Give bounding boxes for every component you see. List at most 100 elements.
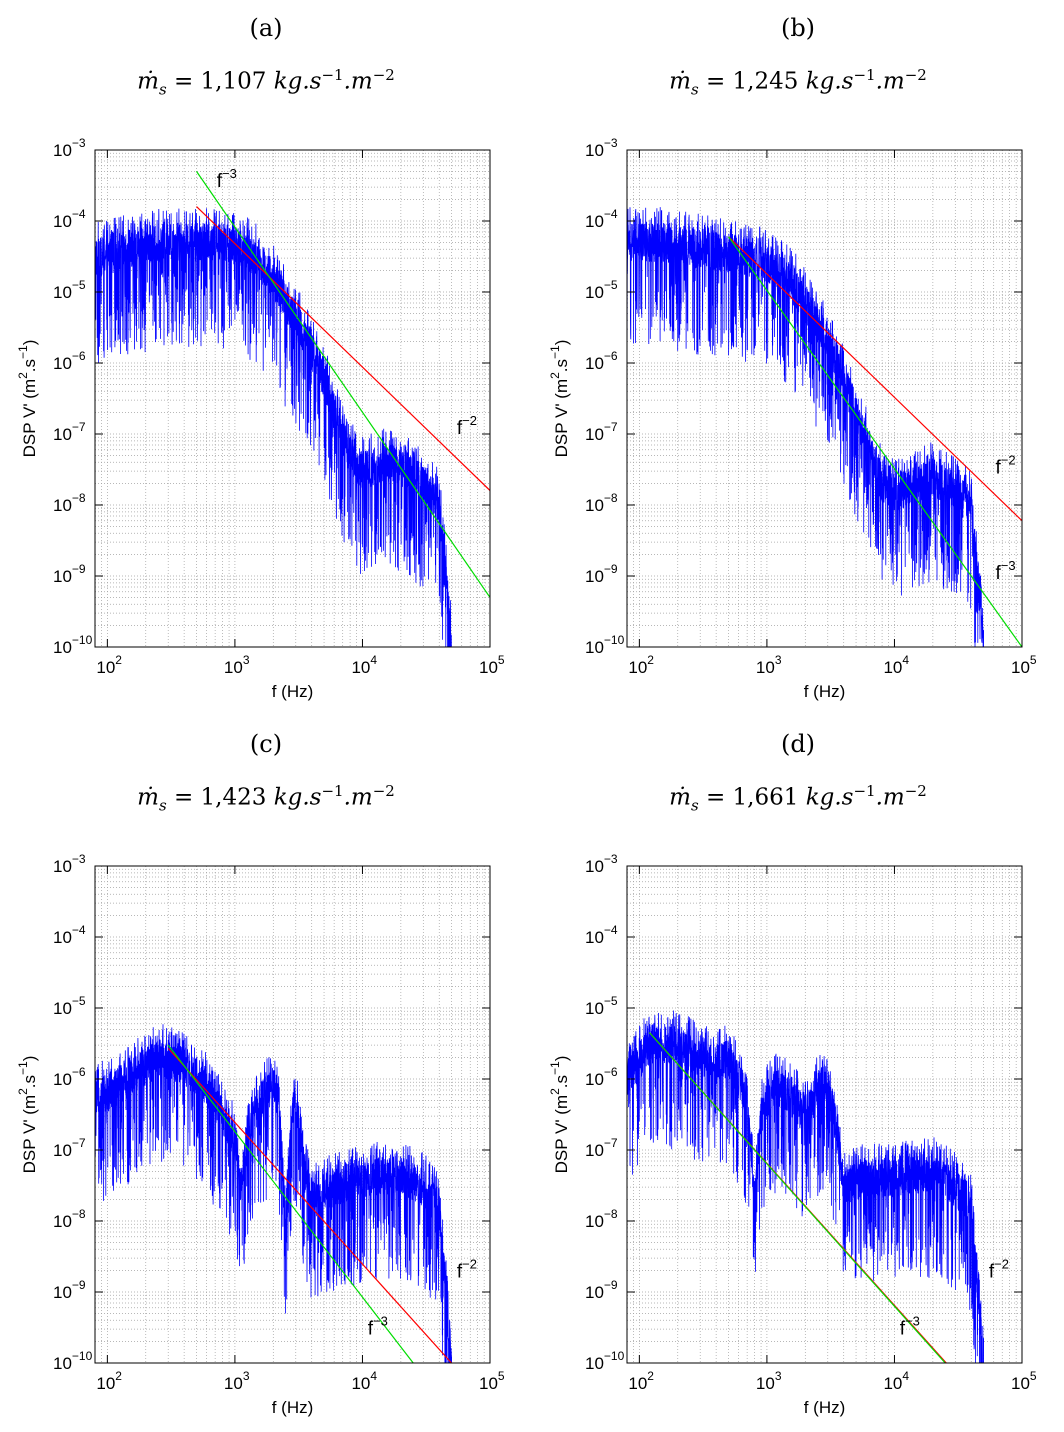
chart-title: ṁs = 1,245 kg.s−1.m−2	[532, 66, 1064, 98]
y-tick-label: 10−4	[53, 207, 86, 231]
y-tick-label: 10−7	[53, 1136, 86, 1160]
y-tick-label: 10−3	[585, 852, 618, 876]
plot-area: f−2 f−3 102 103 104 105 10−10 10−9 10−8 10−7 10−6 1…	[16, 852, 505, 1417]
fit-label: f−2	[989, 1257, 1009, 1283]
x-tick-label: 102	[628, 653, 654, 677]
fit-line	[167, 1047, 453, 1363]
y-tick-label: 10−6	[585, 1065, 618, 1089]
y-tick-label: 10−5	[53, 994, 86, 1018]
y-axis-label: DSP V' (m2.s−1)	[16, 340, 39, 458]
panel-letter: (d)	[780, 730, 816, 758]
fit-label: f−3	[217, 166, 237, 192]
title-unit-exponent: −1	[321, 782, 344, 800]
x-axis-label: f (Hz)	[272, 682, 314, 701]
fit-label-exponent: −2	[994, 1257, 1009, 1272]
y-axis-label: DSP V' (m2.s−1)	[548, 340, 571, 458]
fit-line	[649, 1032, 946, 1363]
fit-label: f−2	[996, 452, 1016, 478]
x-tick-label: 104	[351, 1369, 377, 1393]
chart-title: ṁs = 1,107 kg.s−1.m−2	[0, 66, 532, 98]
x-tick-label: 104	[351, 653, 377, 677]
data-layer	[95, 171, 490, 647]
y-tick-label: 10−4	[585, 207, 618, 231]
title-unit: .m	[343, 784, 373, 811]
y-axis-label: DSP V' (m2.s−1)	[16, 1056, 39, 1174]
fit-label-exponent: −3	[373, 1314, 388, 1329]
title-unit-exponent: −1	[853, 66, 876, 84]
title-unit: kg.s	[805, 784, 854, 811]
title-symbol: ṁ	[669, 784, 691, 811]
y-tick-label: 10−8	[585, 491, 618, 515]
x-tick-label: 105	[479, 653, 505, 677]
fit-label-exponent: −2	[462, 413, 477, 428]
chart-title: ṁs = 1,661 kg.s−1.m−2	[532, 782, 1064, 814]
x-tick-label: 103	[224, 653, 250, 677]
plot-frame	[626, 865, 1023, 1364]
title-subscript: s	[158, 80, 167, 99]
chart-panel: (d) ṁs = 1,661 kg.s−1.m−2 f−2 f−3 102 103 104 1…	[532, 716, 1064, 1432]
y-tick-label: 10−7	[585, 420, 618, 444]
title-subscript: s	[690, 796, 699, 815]
data-layer	[627, 1010, 984, 1363]
title-unit: .m	[875, 784, 905, 811]
y-tick-label: 10−4	[53, 923, 86, 947]
chart-title: ṁs = 1,423 kg.s−1.m−2	[0, 782, 532, 814]
y-tick-label: 10−3	[585, 136, 618, 160]
x-tick-label: 105	[1011, 653, 1037, 677]
plot-area: f−2 f−3 102 103 104 105 10−10 10−9 10−8 10−7 10−6 1…	[16, 136, 505, 701]
spectrum-series	[95, 1024, 452, 1363]
chart-panel: (c) ṁs = 1,423 kg.s−1.m−2 f−2 f−3 102 103 104 1…	[0, 716, 532, 1432]
spectrum-series	[627, 1010, 984, 1363]
title-symbol: ṁ	[669, 68, 691, 95]
fit-label: f−2	[457, 413, 477, 439]
plot-frame	[94, 149, 491, 648]
y-tick-label: 10−7	[585, 1136, 618, 1160]
x-tick-label: 102	[96, 1369, 122, 1393]
x-tick-label: 104	[883, 1369, 909, 1393]
data-layer	[95, 1024, 453, 1363]
x-tick-label: 103	[756, 653, 782, 677]
fit-line	[167, 1044, 414, 1363]
fit-label: f−3	[996, 558, 1016, 584]
y-tick-label: 10−3	[53, 136, 86, 160]
y-tick-label: 10−10	[585, 633, 625, 657]
title-value: = 1,661	[698, 784, 806, 811]
fit-label: f−2	[457, 1257, 477, 1283]
y-tick-label: 10−3	[53, 852, 86, 876]
fit-line	[728, 236, 1022, 522]
y-tick-label: 10−10	[585, 1349, 625, 1373]
ticks	[95, 865, 491, 1364]
panel-letter: (b)	[780, 14, 816, 42]
y-tick-label: 10−5	[585, 994, 618, 1018]
x-axis-label: f (Hz)	[272, 1398, 314, 1417]
title-unit-exponent: −2	[372, 66, 395, 84]
x-axis-label: f (Hz)	[804, 682, 846, 701]
ticks	[627, 149, 1023, 648]
y-tick-label: 10−8	[53, 491, 86, 515]
fit-label-exponent: −3	[905, 1314, 920, 1329]
title-unit: kg.s	[805, 68, 854, 95]
y-tick-label: 10−6	[53, 349, 86, 373]
grid	[627, 866, 1022, 1363]
y-tick-label: 10−4	[585, 923, 618, 947]
y-tick-label: 10−9	[53, 1278, 86, 1302]
title-unit: .m	[343, 68, 373, 95]
y-tick-label: 10−9	[53, 562, 86, 586]
grid	[95, 866, 490, 1363]
y-tick-label: 10−10	[53, 633, 93, 657]
title-unit-exponent: −1	[853, 782, 876, 800]
title-unit-exponent: −1	[321, 66, 344, 84]
y-tick-label: 10−5	[53, 278, 86, 302]
title-unit-exponent: −2	[904, 782, 927, 800]
title-symbol: ṁ	[137, 784, 159, 811]
fit-line	[728, 236, 1022, 647]
ticks	[95, 149, 491, 648]
title-value: = 1,107	[166, 68, 274, 95]
grid	[627, 150, 1022, 647]
plot-area: f−2 f−3 102 103 104 105 10−10 10−9 10−8 10−7 10−6 1…	[548, 136, 1037, 701]
x-tick-label: 104	[883, 653, 909, 677]
fit-line	[196, 206, 490, 491]
chart-panel: (a) ṁs = 1,107 kg.s−1.m−2 f−2 f−3 102 103 104 1…	[0, 0, 532, 716]
x-tick-label: 105	[479, 1369, 505, 1393]
spectrum-series	[627, 207, 984, 647]
